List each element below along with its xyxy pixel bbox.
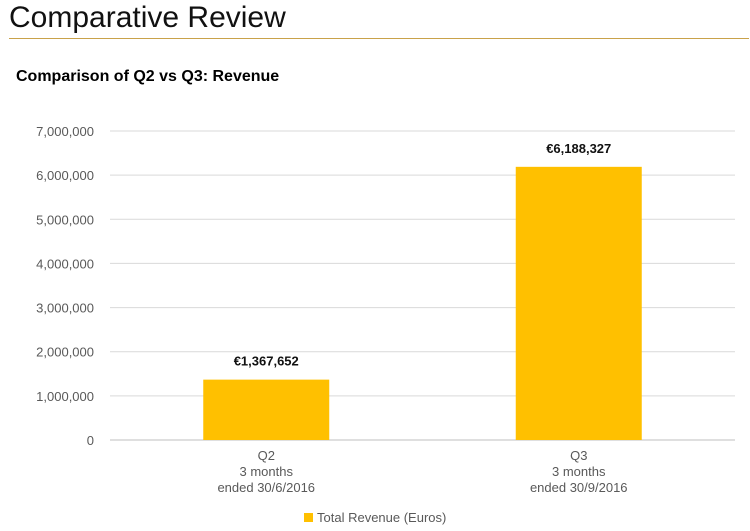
category-label: Q2 [258, 448, 275, 463]
chart-title: Comparison of Q2 vs Q3: Revenue [16, 68, 280, 85]
y-tick-label: 2,000,000 [36, 345, 94, 360]
y-tick-label: 5,000,000 [36, 212, 94, 227]
data-label: €1,367,652 [234, 354, 299, 369]
category-label: 3 months [552, 464, 606, 479]
bar [203, 379, 330, 440]
category-label: ended 30/6/2016 [217, 480, 315, 495]
data-label: €6,188,327 [546, 141, 611, 156]
legend-swatch [304, 513, 313, 522]
category-label: Q3 [570, 448, 587, 463]
y-tick-label: 6,000,000 [36, 168, 94, 183]
category-label: 3 months [240, 464, 294, 479]
bar [515, 166, 642, 440]
y-tick-label: 3,000,000 [36, 301, 94, 316]
y-tick-label: 4,000,000 [36, 256, 94, 271]
y-tick-label: 0 [87, 433, 94, 448]
category-label: ended 30/9/2016 [530, 480, 628, 495]
legend-label: Total Revenue (Euros) [317, 510, 447, 525]
page-title: Comparative Review [9, 1, 286, 34]
title-divider [9, 38, 749, 39]
chart-legend: Total Revenue (Euros) [304, 510, 446, 525]
y-tick-label: 1,000,000 [36, 389, 94, 404]
y-tick-label: 7,000,000 [36, 124, 94, 139]
